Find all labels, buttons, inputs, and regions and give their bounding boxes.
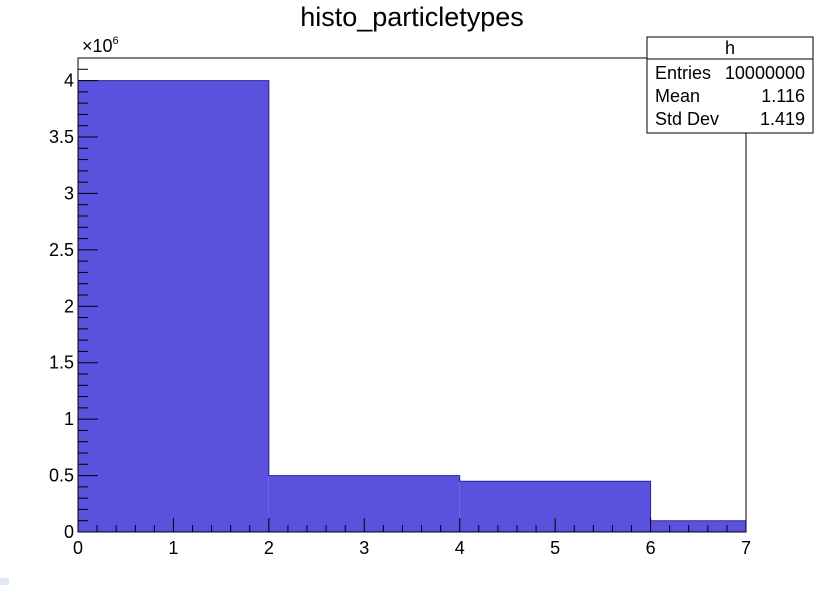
stats-stddev-value: 1.419: [760, 109, 805, 129]
x-tick-label: 1: [168, 538, 178, 558]
stats-mean-label: Mean: [655, 86, 700, 106]
y-tick-label: 0.5: [49, 466, 74, 486]
x-axis: 0 1 2 3 4 5 6 7: [73, 518, 751, 558]
stats-entries-value: 10000000: [725, 63, 805, 83]
histogram-bin-0: [78, 80, 269, 533]
x-tick-label: 3: [359, 538, 369, 558]
y-tick-label: 4: [64, 71, 74, 91]
corner-marker: [0, 578, 9, 585]
x-tick-label: 4: [455, 538, 465, 558]
x-tick-label: 2: [264, 538, 274, 558]
histogram-outline: [77, 80, 747, 532]
y-tick-label: 2.5: [49, 240, 74, 260]
stats-box-frame: [646, 36, 814, 134]
stats-mean-value: 1.116: [761, 86, 805, 106]
x-tick-label: 6: [646, 538, 656, 558]
x-tick-label: 7: [741, 538, 751, 558]
stats-box: h Entries 10000000 Mean 1.116 Std Dev 1.…: [646, 36, 814, 134]
x-tick-label: 5: [550, 538, 560, 558]
chart-title: histo_particletypes: [300, 2, 524, 32]
stats-box-name: h: [725, 38, 735, 58]
stats-stddev-label: Std Dev: [655, 109, 719, 129]
y-axis: 0 0.5 1 1.5 2 2.5 3 3.5 4: [49, 57, 98, 542]
y-tick-label: 1: [64, 409, 74, 429]
histogram-bars: [77, 80, 747, 533]
y-tick-label: 2: [64, 296, 74, 316]
x-tick-label: 0: [73, 538, 83, 558]
y-tick-label: 3.5: [49, 127, 74, 147]
y-tick-label: 1.5: [49, 353, 74, 373]
y-axis-exponent: ×106: [82, 35, 119, 56]
y-tick-label: 3: [64, 183, 74, 203]
stats-entries-label: Entries: [655, 63, 711, 83]
y-tick-label: 0: [64, 522, 74, 542]
histogram-bin-3: [650, 520, 746, 532]
